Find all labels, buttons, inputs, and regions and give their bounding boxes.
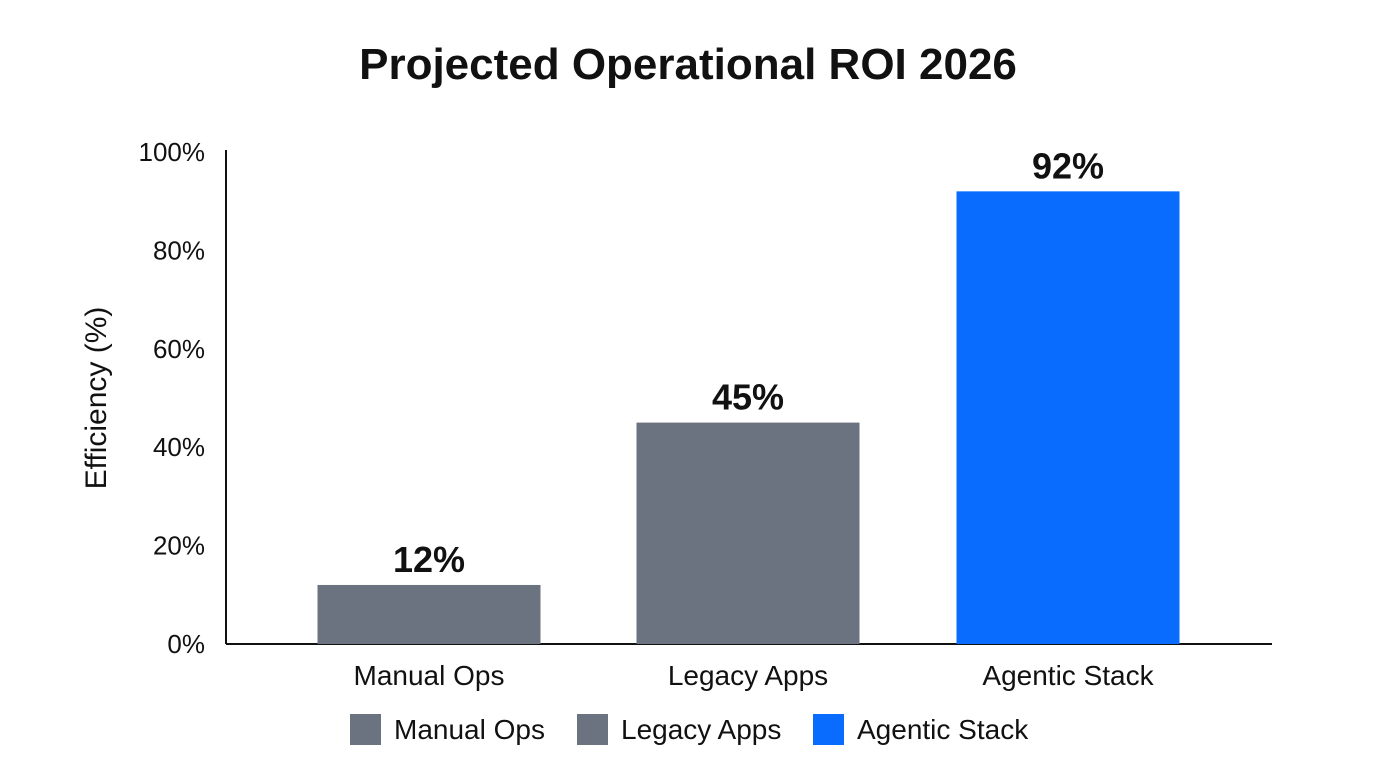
bar-agentic-stack (956, 191, 1180, 645)
legend-swatch (813, 714, 844, 745)
x-tick-label: Manual Ops (354, 660, 505, 691)
data-label: 92% (1032, 145, 1104, 186)
y-tick-label: 0% (167, 629, 205, 659)
bar-legacy-apps (636, 422, 860, 644)
data-label: 45% (712, 377, 784, 418)
legend-swatch (577, 714, 608, 745)
y-tick-label: 60% (153, 334, 205, 364)
chart-title: Projected Operational ROI 2026 (359, 40, 1017, 89)
legend-label: Legacy Apps (621, 714, 781, 745)
legend-swatch (350, 714, 381, 745)
bar-manual-ops (317, 584, 541, 644)
y-tick-label: 20% (153, 531, 205, 561)
y-tick-label: 100% (139, 137, 206, 167)
y-tick-label: 80% (153, 235, 205, 265)
data-label: 12% (393, 539, 465, 580)
x-tick-label: Legacy Apps (668, 660, 828, 691)
x-tick-label: Agentic Stack (982, 660, 1154, 691)
y-axis-label: Efficiency (%) (80, 307, 113, 490)
legend-label: Agentic Stack (857, 714, 1029, 745)
y-tick-label: 40% (153, 432, 205, 462)
legend-label: Manual Ops (394, 714, 545, 745)
